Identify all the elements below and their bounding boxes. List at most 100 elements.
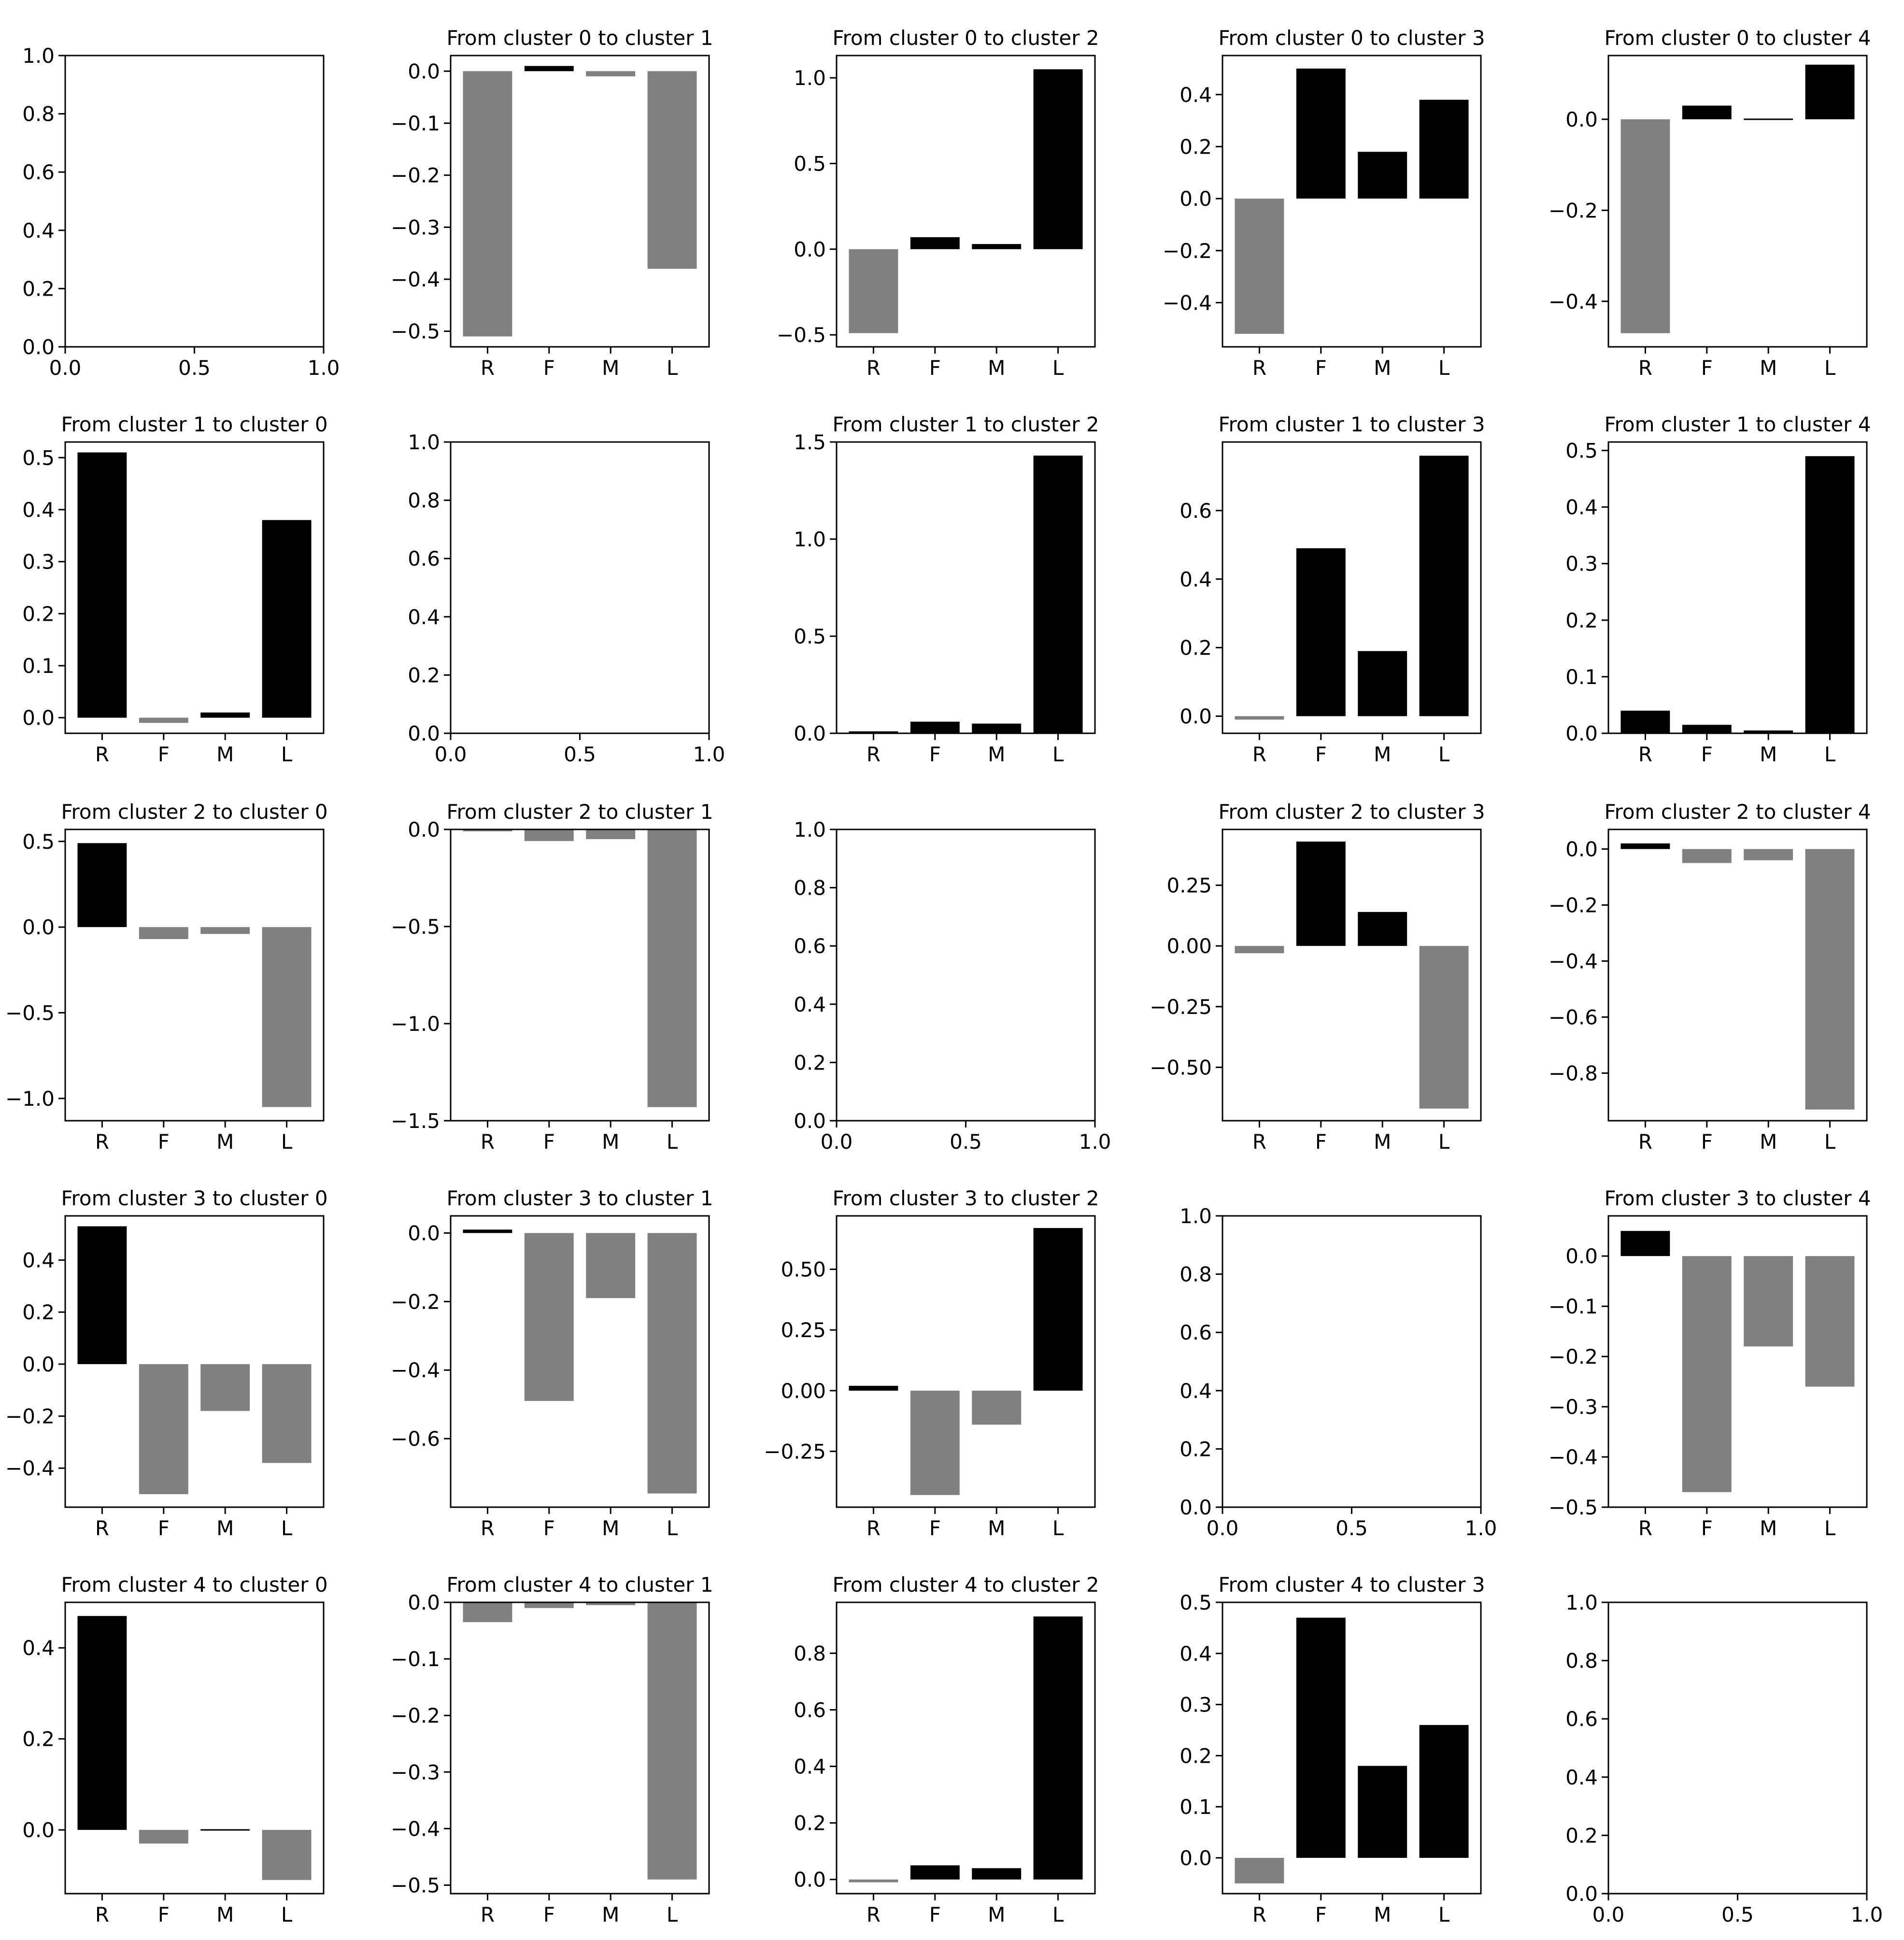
- x-tick-label: L: [1438, 356, 1450, 380]
- x-tick-label: 0.5: [1336, 1516, 1368, 1540]
- y-tick-label: 0.0: [408, 1221, 440, 1245]
- subplot-title: From cluster 1 to cluster 3: [1218, 413, 1485, 436]
- y-tick-label: 0.0: [22, 915, 55, 939]
- x-tick-label: 0.5: [178, 356, 211, 380]
- y-tick-label: 0.4: [794, 1755, 826, 1779]
- axes-frame: [64, 441, 325, 734]
- y-tick-label: 0.4: [1565, 1766, 1598, 1789]
- y-tick-label: 0.2: [794, 1812, 826, 1835]
- x-tick-label: L: [1052, 1516, 1064, 1540]
- bar-R: [1620, 843, 1670, 849]
- y-tick-label: −0.4: [1549, 950, 1598, 973]
- subplot-title: From cluster 4 to cluster 0: [61, 1573, 327, 1597]
- x-tick-label: R: [867, 356, 881, 380]
- x-tick-label: F: [1701, 356, 1713, 380]
- axes-frame: [836, 441, 1096, 734]
- x-tick-label: M: [602, 356, 619, 380]
- y-tick-label: 0.0: [22, 706, 55, 730]
- y-tick-label: 0.5: [794, 625, 826, 648]
- y-tick-label: −0.5: [391, 320, 440, 343]
- y-tick-label: 0.0: [22, 1818, 55, 1842]
- bar-L: [1805, 1256, 1855, 1387]
- bar-M: [972, 244, 1022, 249]
- bar-R: [463, 829, 512, 832]
- y-tick-label: 0.25: [781, 1318, 826, 1342]
- bar-M: [972, 1390, 1022, 1425]
- subplot-title: From cluster 3 to cluster 1: [446, 1186, 713, 1210]
- axes-frame: [1607, 1601, 1868, 1895]
- y-tick-label: −0.6: [391, 1427, 440, 1451]
- axes-frame: [1607, 55, 1868, 348]
- bar-M: [1744, 849, 1793, 860]
- x-tick-label: 1.0: [1079, 1130, 1111, 1154]
- bar-R: [1620, 119, 1670, 333]
- subplot-4-4: 0.0 0.2 0.4 0.6 0.8 1.0 0.0 0.5 1.0: [1565, 1591, 1883, 1926]
- x-tick-label: R: [95, 1516, 109, 1540]
- y-tick-label: 0.4: [22, 498, 55, 522]
- x-tick-label: L: [667, 1903, 678, 1926]
- bar-M: [1358, 1766, 1407, 1858]
- x-tick-label: R: [95, 742, 109, 766]
- bar-M: [1744, 118, 1793, 120]
- axes-frame: [1222, 441, 1482, 734]
- bar-F: [139, 717, 188, 723]
- x-tick-label: 0.5: [564, 742, 596, 766]
- y-tick-label: −0.4: [1163, 291, 1212, 314]
- subplot-2-4: From cluster 2 to cluster 4 0.0 −0.2 −0.4 −0…: [1549, 800, 1871, 1154]
- subplot-title: From cluster 2 to cluster 4: [1604, 800, 1871, 824]
- bar-F: [139, 927, 188, 940]
- y-tick-label: 0.4: [794, 993, 826, 1016]
- bar-L: [1033, 1228, 1083, 1391]
- y-tick-label: 1.0: [794, 818, 826, 842]
- x-tick-label: M: [988, 742, 1005, 766]
- bar-L: [262, 927, 312, 1107]
- axes-frame: [836, 55, 1096, 348]
- y-tick-label: 0.4: [408, 605, 440, 629]
- bar-L: [1805, 849, 1855, 1110]
- y-tick-label: −0.5: [391, 915, 440, 939]
- axes-frame: [1607, 441, 1868, 734]
- bar-R: [1235, 716, 1284, 720]
- axes-frame: [450, 55, 710, 348]
- y-tick-label: 0.2: [1179, 1744, 1212, 1768]
- y-tick-label: 0.2: [1179, 135, 1212, 158]
- bar-R: [1620, 1231, 1670, 1256]
- y-tick-label: −0.4: [1549, 290, 1598, 314]
- x-tick-label: F: [929, 1516, 941, 1540]
- bar-R: [463, 1229, 512, 1233]
- y-tick-label: −0.2: [391, 164, 440, 187]
- x-tick-label: 0.5: [1721, 1903, 1754, 1926]
- x-tick-label: F: [158, 742, 170, 766]
- subplot-title: From cluster 4 to cluster 2: [832, 1573, 1099, 1597]
- y-tick-label: 0.8: [1565, 1649, 1598, 1673]
- subplot-4-2: From cluster 4 to cluster 2 0.8 0.6 0.4 0.2 0…: [794, 1573, 1099, 1926]
- y-tick-label: −0.4: [391, 1817, 440, 1840]
- y-tick-label: 0.0: [794, 1868, 826, 1892]
- subplot-title: From cluster 0 to cluster 2: [832, 26, 1099, 50]
- y-tick-label: 0.2: [22, 1300, 55, 1324]
- bar-M: [1744, 730, 1793, 733]
- x-tick-label: R: [481, 356, 495, 380]
- axes-frame: [836, 1601, 1096, 1895]
- y-tick-label: 0.0: [794, 1109, 826, 1133]
- bar-F: [1296, 1617, 1346, 1858]
- x-tick-label: 0.0: [1207, 1516, 1239, 1540]
- bar-F: [524, 66, 574, 71]
- subplot-0-3: From cluster 0 to cluster 3 0.4 0.2 0.0 −0.2…: [1163, 26, 1485, 380]
- x-tick-label: L: [281, 1130, 293, 1154]
- subplot-title: From cluster 0 to cluster 1: [446, 26, 713, 50]
- x-tick-label: F: [543, 356, 555, 380]
- y-tick-label: 0.0: [408, 818, 440, 842]
- x-tick-label: M: [1374, 1130, 1391, 1154]
- y-tick-label: −0.2: [391, 1704, 440, 1727]
- y-tick-label: 0.0: [408, 1591, 440, 1614]
- bar-L: [1805, 64, 1855, 119]
- bar-L: [1033, 456, 1083, 733]
- x-tick-label: R: [481, 1903, 495, 1926]
- x-tick-label: M: [1374, 742, 1391, 766]
- y-tick-label: 0.4: [1179, 568, 1212, 591]
- x-tick-label: M: [602, 1130, 619, 1154]
- x-tick-label: F: [543, 1903, 555, 1926]
- x-tick-label: 0.0: [435, 742, 467, 766]
- x-tick-label: F: [1315, 356, 1327, 380]
